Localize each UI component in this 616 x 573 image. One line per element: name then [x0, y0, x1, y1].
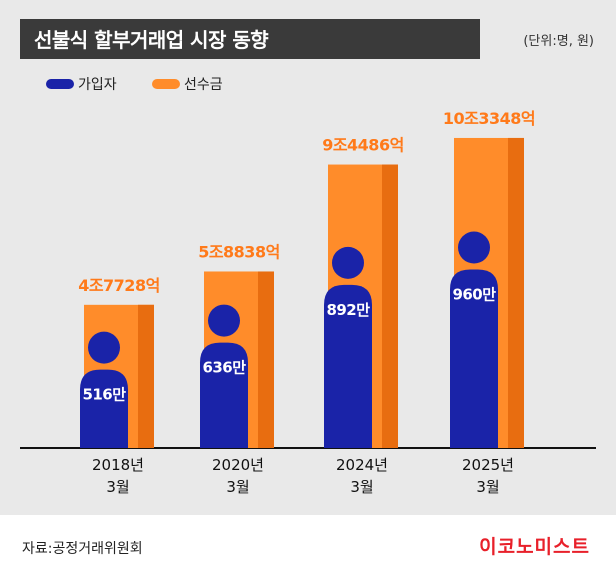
prepay-bar-shade — [258, 271, 274, 448]
publisher-logo: 이코노미스트 — [479, 536, 590, 558]
member-figure-head — [88, 331, 120, 364]
member-figure-body — [324, 284, 372, 448]
prepay-bar-shade — [508, 137, 524, 448]
prepay-bar-shade — [138, 304, 154, 448]
member-value-label: 892만 — [326, 301, 370, 319]
title-bar — [20, 19, 480, 59]
member-value-label: 960만 — [452, 286, 496, 304]
prepay-value-label: 4조7728억 — [78, 276, 160, 295]
legend-item-prepay: 선수금 — [152, 74, 223, 94]
legend-item-member: 가입자 — [46, 74, 117, 94]
member-figure-body — [450, 269, 498, 448]
member-value-label: 636만 — [202, 359, 246, 377]
chart-plot: 4조7728억 516만 2018년 3월 5조8838억 636만 2020년 3월 9조44… — [20, 109, 596, 496]
prepay-value-label: 10조3348억 — [443, 109, 535, 128]
member-figure-head — [332, 246, 364, 279]
member-figure-body — [80, 369, 128, 448]
prepay-value-label: 5조8838억 — [198, 242, 280, 261]
legend-swatch-prepay — [152, 79, 180, 89]
chart-title: 선불식 할부거래업 시장 동향 — [34, 28, 269, 52]
member-figure-head — [208, 304, 240, 337]
x-tick-label-year: 2025년 — [462, 456, 514, 474]
x-tick-label-month: 3월 — [106, 478, 129, 496]
member-figure-body — [200, 342, 248, 448]
x-tick-label-year: 2020년 — [212, 456, 264, 474]
x-tick-label-month: 3월 — [350, 478, 373, 496]
source-note: 자료:공정거래위원회 — [22, 541, 143, 557]
x-tick-label-month: 3월 — [476, 478, 499, 496]
prepay-bar-shade — [382, 164, 398, 449]
legend-swatch-member — [46, 79, 74, 89]
x-tick-label-month: 3월 — [226, 478, 249, 496]
member-value-label: 516만 — [82, 386, 126, 404]
legend-label-member: 가입자 — [78, 77, 117, 93]
prepay-value-label: 9조4486억 — [322, 136, 404, 155]
x-tick-label-year: 2018년 — [92, 456, 144, 474]
unit-label: (단위:명, 원) — [523, 34, 594, 49]
x-tick-label-year: 2024년 — [336, 456, 388, 474]
legend-label-prepay: 선수금 — [184, 77, 223, 93]
member-figure-head — [458, 231, 490, 264]
